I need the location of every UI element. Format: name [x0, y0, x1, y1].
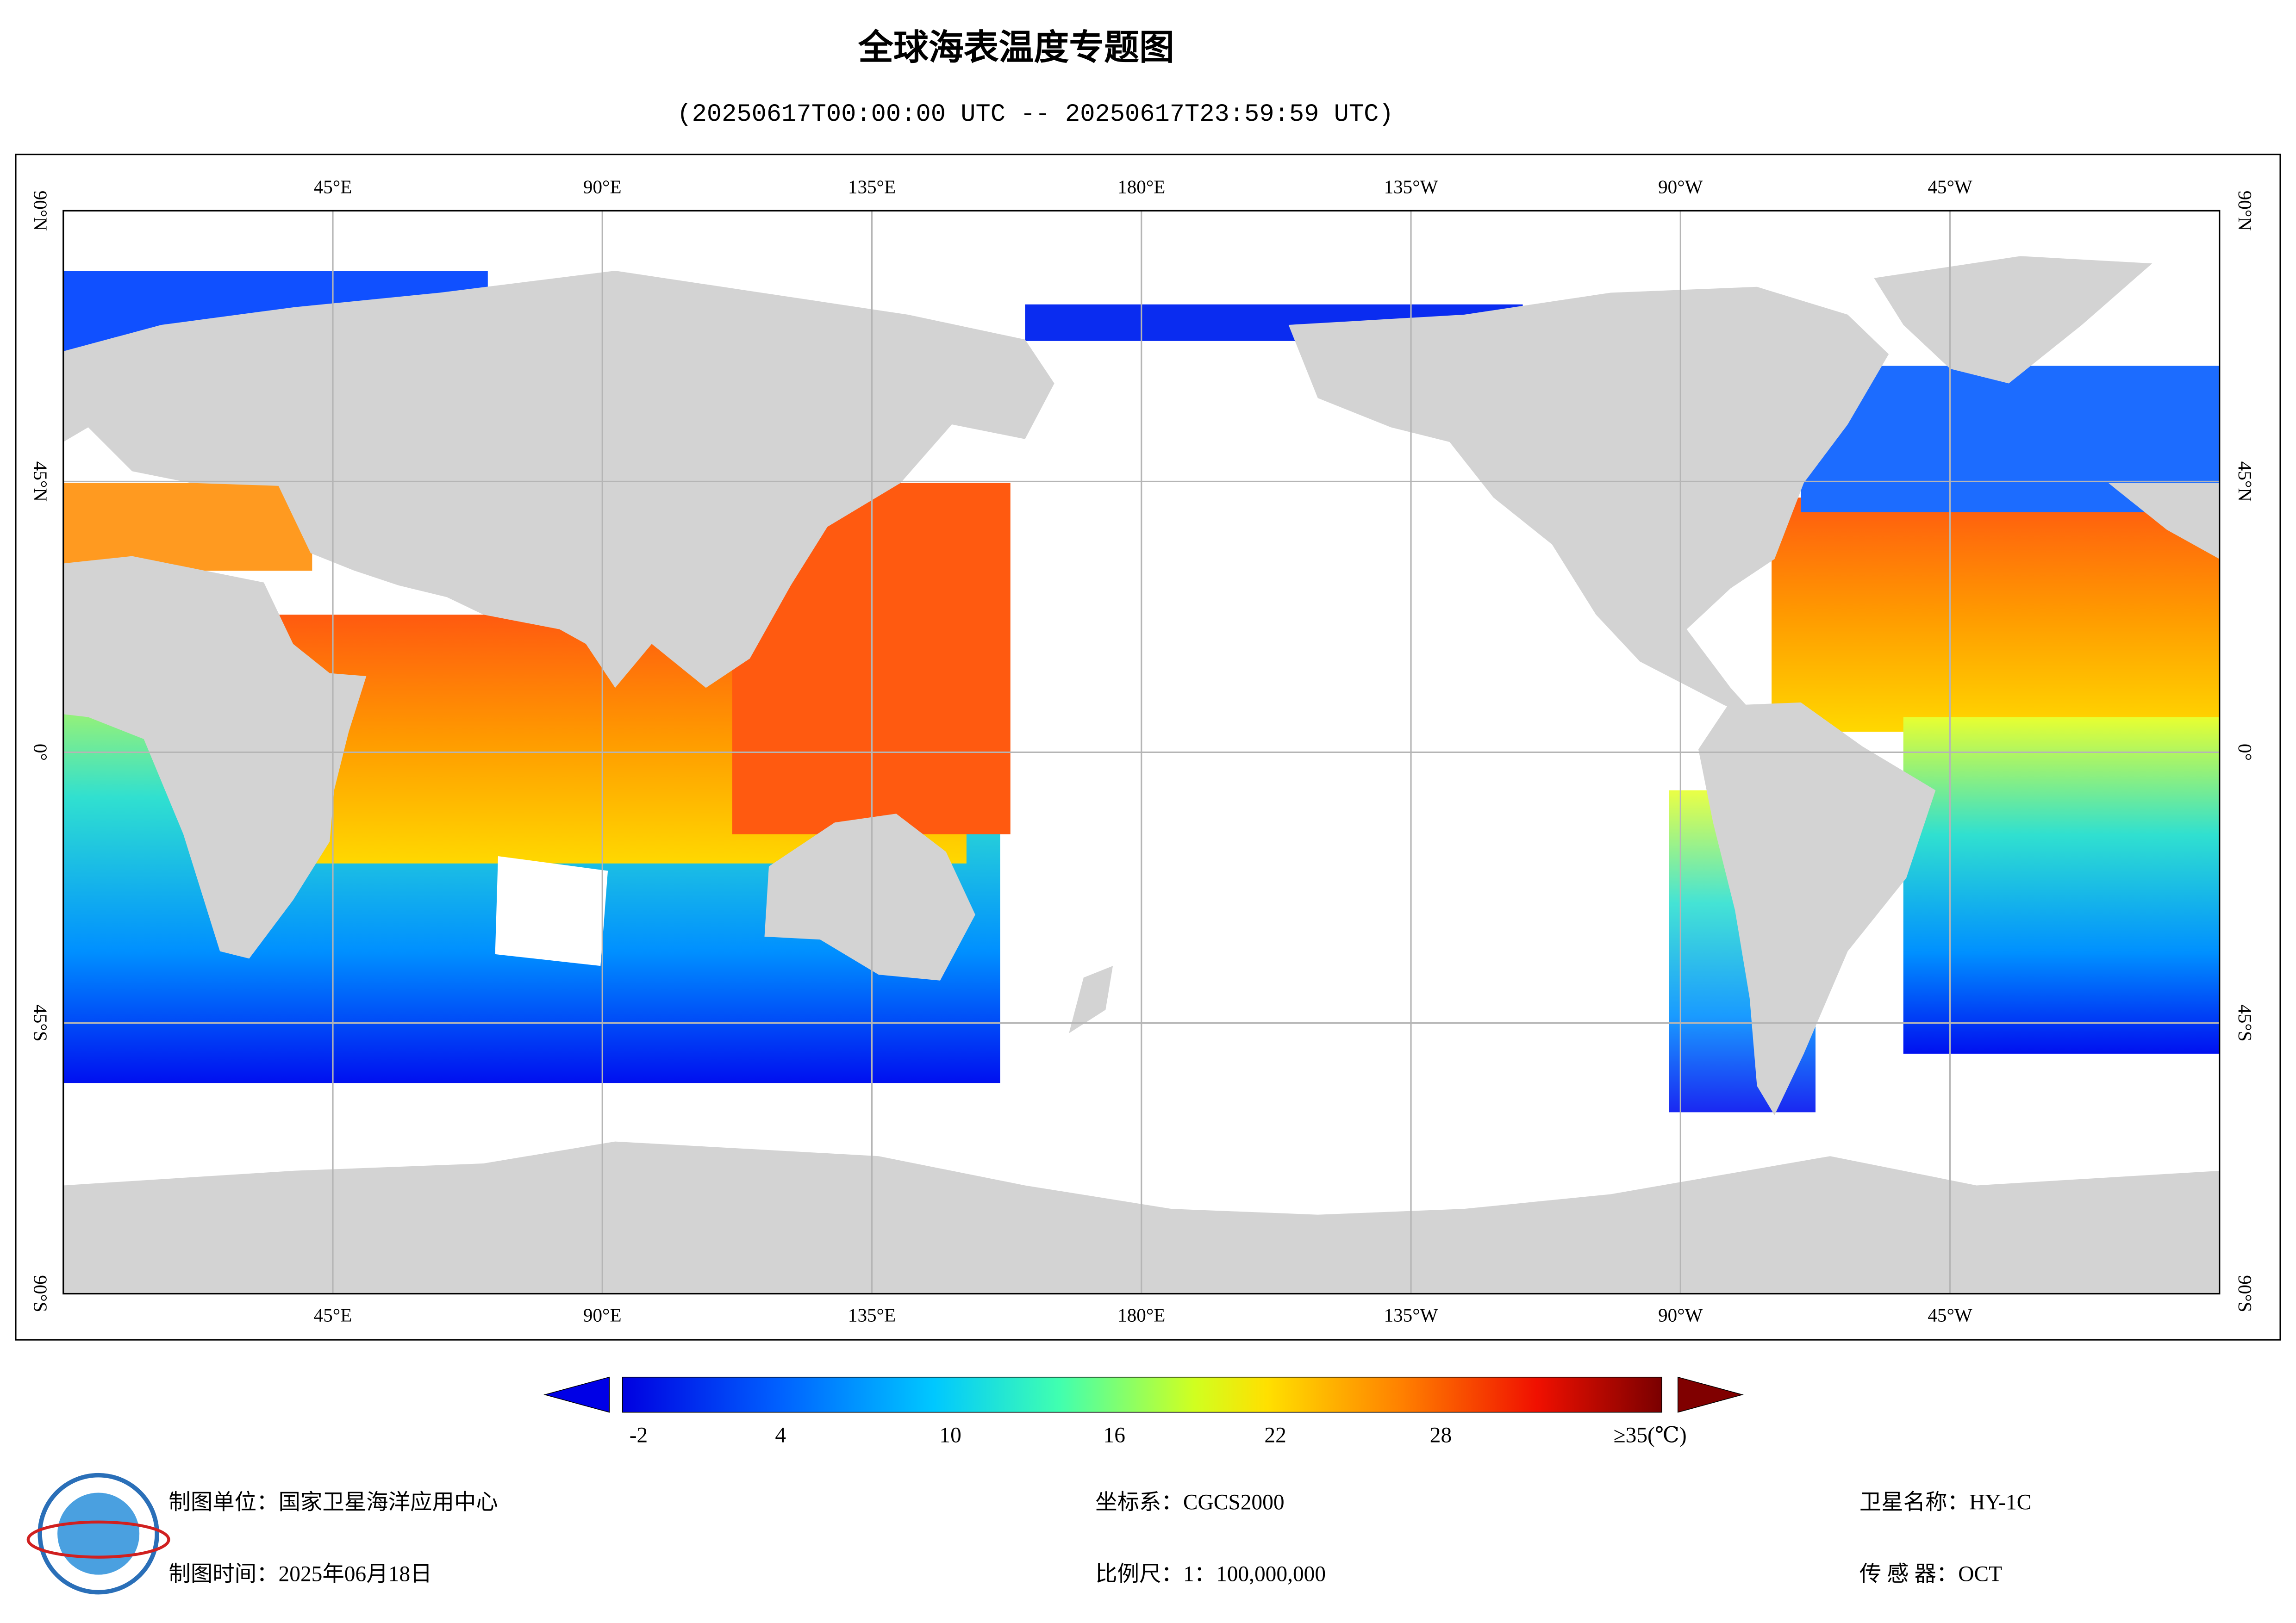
logo	[26, 1473, 170, 1595]
map-title: 全球海表温度专题图	[858, 27, 1174, 68]
lon-label-bottom: 45°W	[1928, 1305, 1972, 1326]
scale: 比例尺：1：100,000,000	[1095, 1562, 1326, 1586]
map-body	[62, 210, 2221, 1295]
crs: 坐标系：CGCS2000	[1095, 1491, 1284, 1515]
lat-label-right: 0°	[2234, 744, 2256, 761]
land-north-america	[1288, 286, 1889, 717]
colorbar-over	[1677, 1376, 1744, 1413]
colorbar-tick-label: ≥35(℃)	[1614, 1423, 1687, 1447]
land-eurasia	[63, 271, 1054, 688]
colorbar-tick-label: 10	[939, 1423, 961, 1447]
lat-label-left: 45°S	[30, 1004, 51, 1041]
sensor: 传 感 器：OCT	[1859, 1562, 2002, 1586]
map-subtitle: (20250617T00:00:00 UTC -- 20250617T23:59…	[677, 100, 1393, 129]
sst-north-atlantic	[1772, 497, 2220, 732]
land-new-zealand	[1069, 966, 1113, 1033]
lon-label-bottom: 135°E	[848, 1305, 896, 1326]
land-europe-east	[2108, 483, 2220, 560]
colorbar-tick-label: 28	[1430, 1423, 1452, 1447]
colorbar-tick-label: 16	[1104, 1423, 1125, 1447]
land-greenland	[1874, 256, 2152, 384]
land-africa	[63, 556, 367, 959]
lat-label-right: 90°N	[2234, 191, 2256, 231]
colorbar	[622, 1376, 1662, 1413]
colorbar-tick-label: 22	[1264, 1423, 1286, 1447]
colorbar-under	[543, 1376, 610, 1413]
lon-label-top: 90°W	[1658, 176, 1703, 197]
satellite: 卫星名称：HY-1C	[1859, 1491, 2031, 1515]
lat-label-right: 45°S	[2234, 1004, 2256, 1041]
sst-mediterranean	[63, 483, 312, 571]
land-australia	[764, 814, 975, 981]
lon-label-top: 135°E	[848, 176, 896, 197]
lat-label-left: 0°	[30, 744, 51, 761]
map-date: 制图时间：2025年06月18日	[168, 1562, 432, 1586]
land-south-america	[1698, 702, 1936, 1115]
lon-label-bottom: 45°E	[314, 1305, 352, 1326]
sst-south-atlantic	[1903, 717, 2220, 1054]
lon-label-bottom: 90°W	[1658, 1305, 1703, 1326]
lon-label-top: 45°E	[314, 176, 352, 197]
lon-label-bottom: 180°E	[1117, 1305, 1165, 1326]
lon-label-top: 180°E	[1117, 176, 1165, 197]
lat-label-left: 90°S	[30, 1275, 51, 1312]
lat-label-left: 45°N	[30, 461, 51, 502]
map-frame	[15, 154, 2281, 1341]
colorbar-tick-label: 4	[775, 1423, 786, 1447]
data-gap	[495, 856, 608, 966]
lon-label-bottom: 135°W	[1384, 1305, 1438, 1326]
lon-label-top: 45°W	[1928, 176, 1972, 197]
producer: 制图单位：国家卫星海洋应用中心	[168, 1491, 498, 1515]
lat-label-right: 90°S	[2234, 1275, 2256, 1312]
lat-label-right: 45°N	[2234, 461, 2256, 502]
lon-label-top: 135°W	[1384, 176, 1438, 197]
lat-label-left: 90°N	[30, 191, 51, 231]
lon-label-bottom: 90°E	[583, 1305, 622, 1326]
map-border	[62, 210, 2221, 1295]
colorbar-tick-label: -2	[630, 1423, 648, 1447]
lon-label-top: 90°E	[583, 176, 622, 197]
